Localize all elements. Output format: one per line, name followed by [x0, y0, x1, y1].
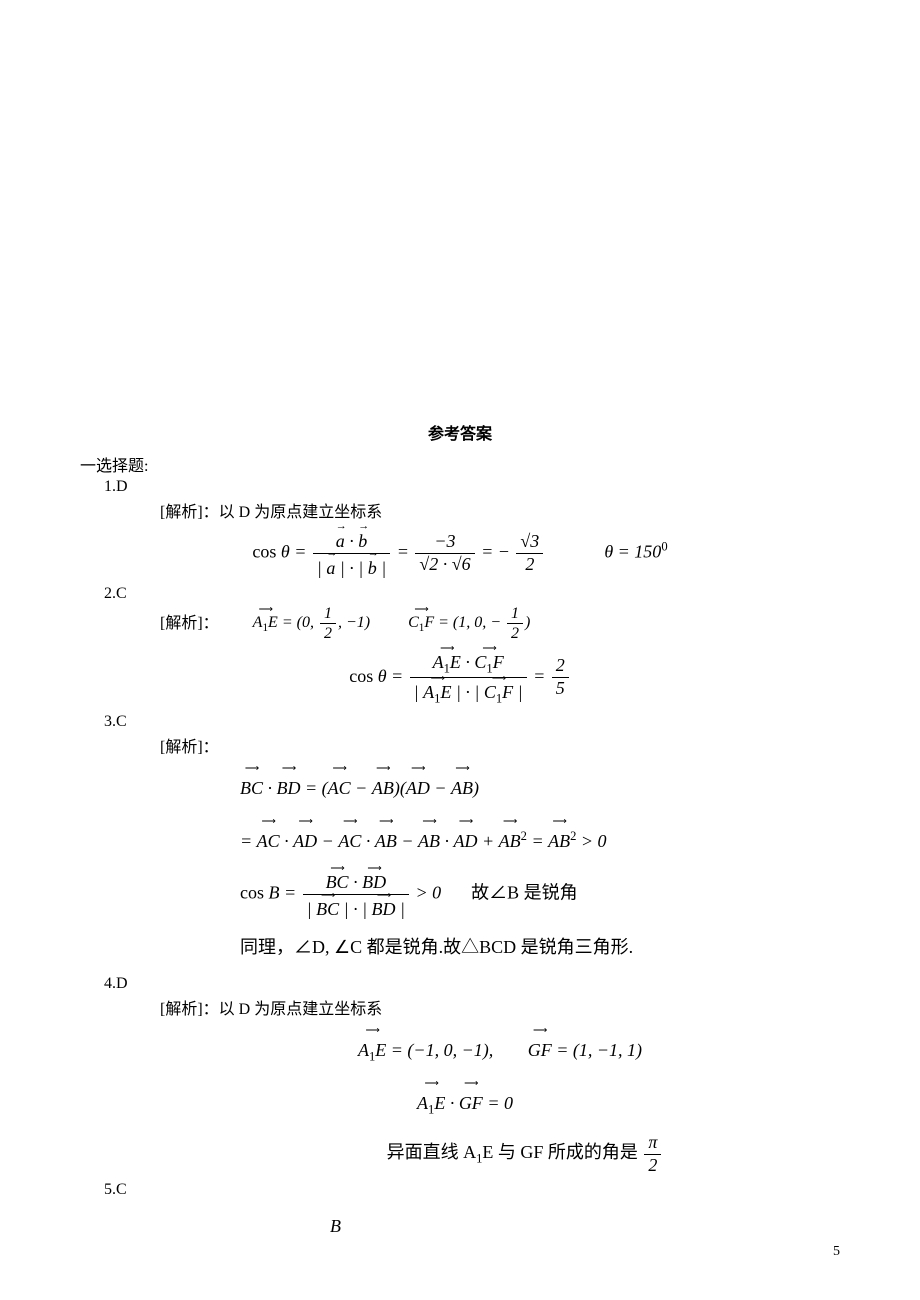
q5-letter: B [80, 1205, 840, 1248]
q4-line1: A1E = (−1, 0, −1), GF = (1, −1, 1) [80, 1025, 840, 1072]
q3-line4: 同理，∠D, ∠C 都是锐角.故△BCD 是锐角三角形. [80, 926, 840, 969]
q2-equation: cos θ = A1E · C1F | A1E | · | C1F | = 2 … [80, 649, 840, 707]
q3-analysis-label: [解析]： [160, 733, 840, 757]
page-title: 参考答案 [80, 420, 840, 444]
q4-line2: A1E · GF = 0 [80, 1078, 840, 1125]
q3-number: 3.C [104, 713, 840, 731]
q4-analysis-label: [解析]：以 D 为原点建立坐标系 [160, 995, 840, 1019]
q2-number: 2.C [104, 585, 840, 603]
q3-line1: BC · BD = (AC − AB)(AD − AB) [80, 763, 840, 810]
q5-number: 5.C [104, 1181, 840, 1199]
q3-line2: = AC · AD − AC · AB − AB · AD + AB2 = AB… [80, 816, 840, 863]
q3-line3: cos B = BC · BD | BC | · | BD | > 0故∠B 是… [80, 869, 840, 920]
section-heading: 一选择题: [80, 452, 840, 476]
q4-number: 4.D [104, 975, 840, 993]
q2-analysis-label: [解析]： A1E = (0, 12, −1) C1F = (1, 0, − 1… [160, 605, 840, 643]
q1-analysis-label: [解析]：以 D 为原点建立坐标系 [160, 498, 840, 522]
page-number: 5 [833, 1244, 840, 1260]
q1-equation: cos θ = a · b | a | · | b | = −3 √2 · √6… [80, 528, 840, 579]
q4-line3: 异面直线 A1E 与 GF 所成的角是 π2 [80, 1131, 840, 1175]
q1-number: 1.D [104, 478, 840, 496]
